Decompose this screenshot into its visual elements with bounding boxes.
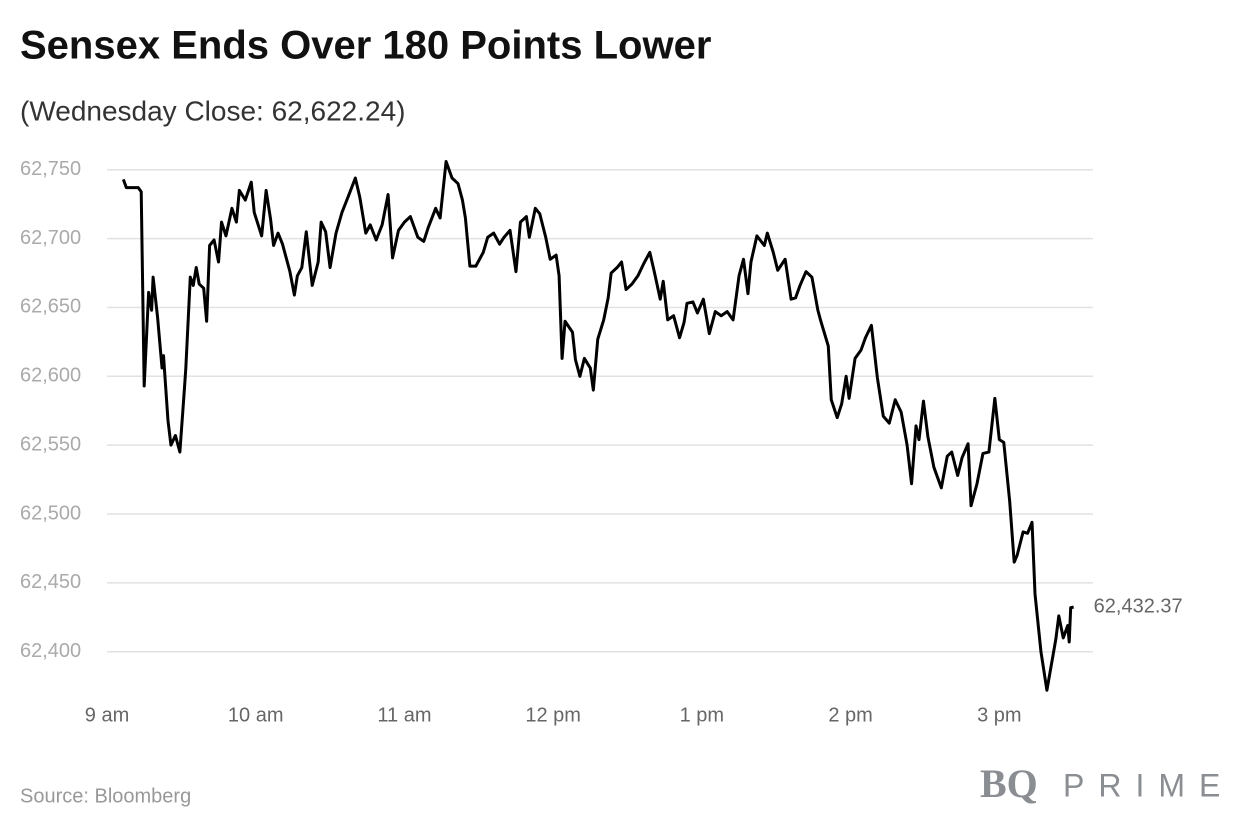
x-tick-label: 9 am [85,704,129,726]
chart-title: Sensex Ends Over 180 Points Lower [20,24,711,68]
chart-subtitle: (Wednesday Close: 62,622.24) [20,95,406,126]
y-tick-label: 62,650 [20,296,81,318]
y-tick-label: 62,550 [20,433,81,455]
x-tick-label: 2 pm [828,704,872,726]
y-tick-label: 62,600 [20,365,81,387]
x-tick-label: 3 pm [977,704,1021,726]
x-tick-label: 1 pm [680,704,724,726]
y-tick-label: 62,750 [20,158,81,180]
x-tick-label: 12 pm [525,704,581,726]
price-line [121,160,1074,692]
end-value-label: 62,432.37 [1094,595,1183,617]
logo-name: PRIME [1063,767,1234,803]
x-tick-label: 11 am [377,704,431,726]
source-note: Source: Bloomberg [20,785,191,807]
y-tick-label: 62,450 [20,571,81,593]
y-tick-label: 62,700 [20,227,81,249]
y-tick-label: 62,400 [20,640,81,662]
y-tick-label: 62,500 [20,502,81,524]
logo-mark: BQ [980,761,1038,806]
x-tick-label: 10 am [228,704,284,726]
